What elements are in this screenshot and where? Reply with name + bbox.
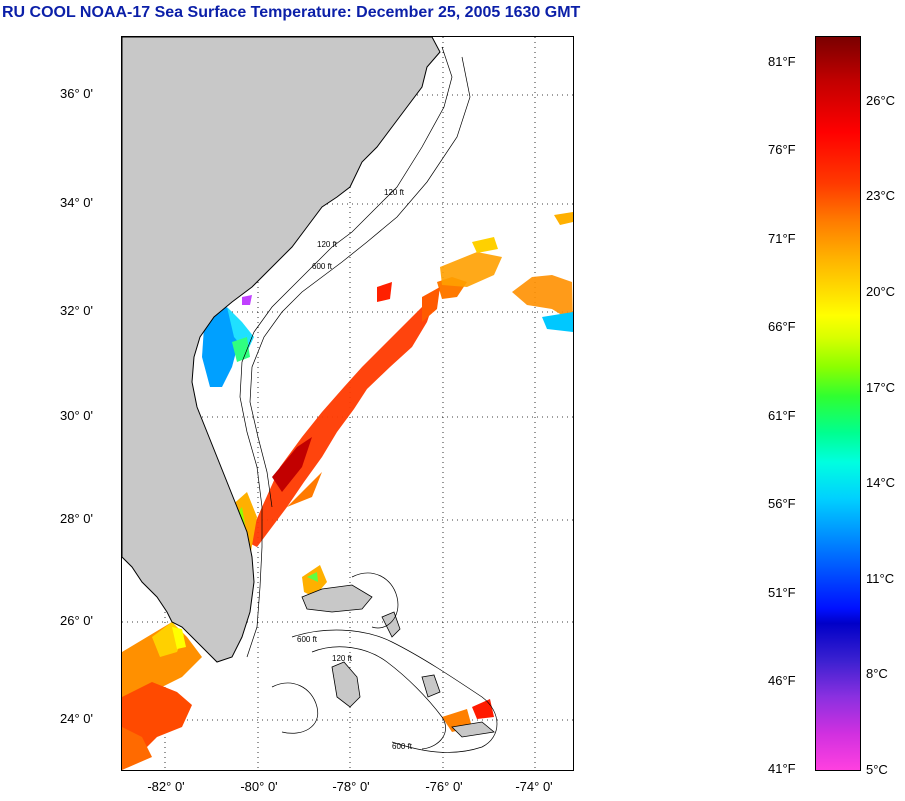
map-title: RU COOL NOAA-17 Sea Surface Temperature:… bbox=[2, 4, 581, 21]
lon-label: -78° 0' bbox=[332, 779, 370, 794]
land-mainland bbox=[122, 37, 441, 663]
colorbar-c-label: 26°C bbox=[866, 93, 896, 108]
colorbar-f-label: 51°F bbox=[768, 585, 796, 600]
lon-label: -76° 0' bbox=[425, 779, 463, 794]
isobath-contours bbox=[239, 46, 498, 753]
colorbar-f-label: 76°F bbox=[768, 142, 796, 157]
colorbar-c-label: 5°C bbox=[866, 762, 888, 777]
svg-text:120 ft: 120 ft bbox=[317, 240, 338, 249]
colorbar-f-label: 56°F bbox=[768, 496, 796, 511]
sst-map[interactable]: 120 ft 600 ft 120 ft 600 ft 120 ft 600 f… bbox=[121, 36, 574, 771]
lat-label: 32° 0' bbox=[60, 303, 93, 318]
lat-label: 34° 0' bbox=[60, 195, 93, 210]
isobath-labels: 120 ft 600 ft 120 ft 600 ft 120 ft 600 f… bbox=[297, 188, 413, 751]
colorbar-f-label: 81°F bbox=[768, 54, 796, 69]
lon-label: -82° 0' bbox=[147, 779, 185, 794]
colorbar-f-label: 41°F bbox=[768, 761, 796, 776]
colorbar-c-label: 11°C bbox=[866, 571, 895, 586]
colorbar-c-label: 23°C bbox=[866, 188, 896, 203]
bahamas-islands bbox=[301, 584, 495, 738]
colorbar-f-label: 71°F bbox=[768, 231, 796, 246]
svg-text:600 ft: 600 ft bbox=[392, 742, 413, 751]
sst-map-canvas: 120 ft 600 ft 120 ft 600 ft 120 ft 600 f… bbox=[122, 37, 573, 770]
lon-label: -80° 0' bbox=[240, 779, 278, 794]
colorbar-c-label: 20°C bbox=[866, 284, 896, 299]
svg-text:120 ft: 120 ft bbox=[384, 188, 405, 197]
lon-label: -74° 0' bbox=[515, 779, 553, 794]
lat-label: 24° 0' bbox=[60, 711, 93, 726]
temperature-colorbar bbox=[815, 36, 861, 771]
colorbar-c-label: 14°C bbox=[866, 475, 896, 490]
lat-label: 26° 0' bbox=[60, 613, 93, 628]
lat-label: 30° 0' bbox=[60, 408, 93, 423]
svg-text:120 ft: 120 ft bbox=[332, 654, 353, 663]
svg-text:600 ft: 600 ft bbox=[312, 262, 333, 271]
colorbar-c-label: 17°C bbox=[866, 380, 896, 395]
colorbar-f-label: 66°F bbox=[768, 319, 796, 334]
colorbar-f-label: 46°F bbox=[768, 673, 796, 688]
colorbar-c-label: 8°C bbox=[866, 666, 888, 681]
svg-text:600 ft: 600 ft bbox=[297, 635, 318, 644]
lat-label: 36° 0' bbox=[60, 86, 93, 101]
lat-label: 28° 0' bbox=[60, 511, 93, 526]
colorbar-f-label: 61°F bbox=[768, 408, 796, 423]
